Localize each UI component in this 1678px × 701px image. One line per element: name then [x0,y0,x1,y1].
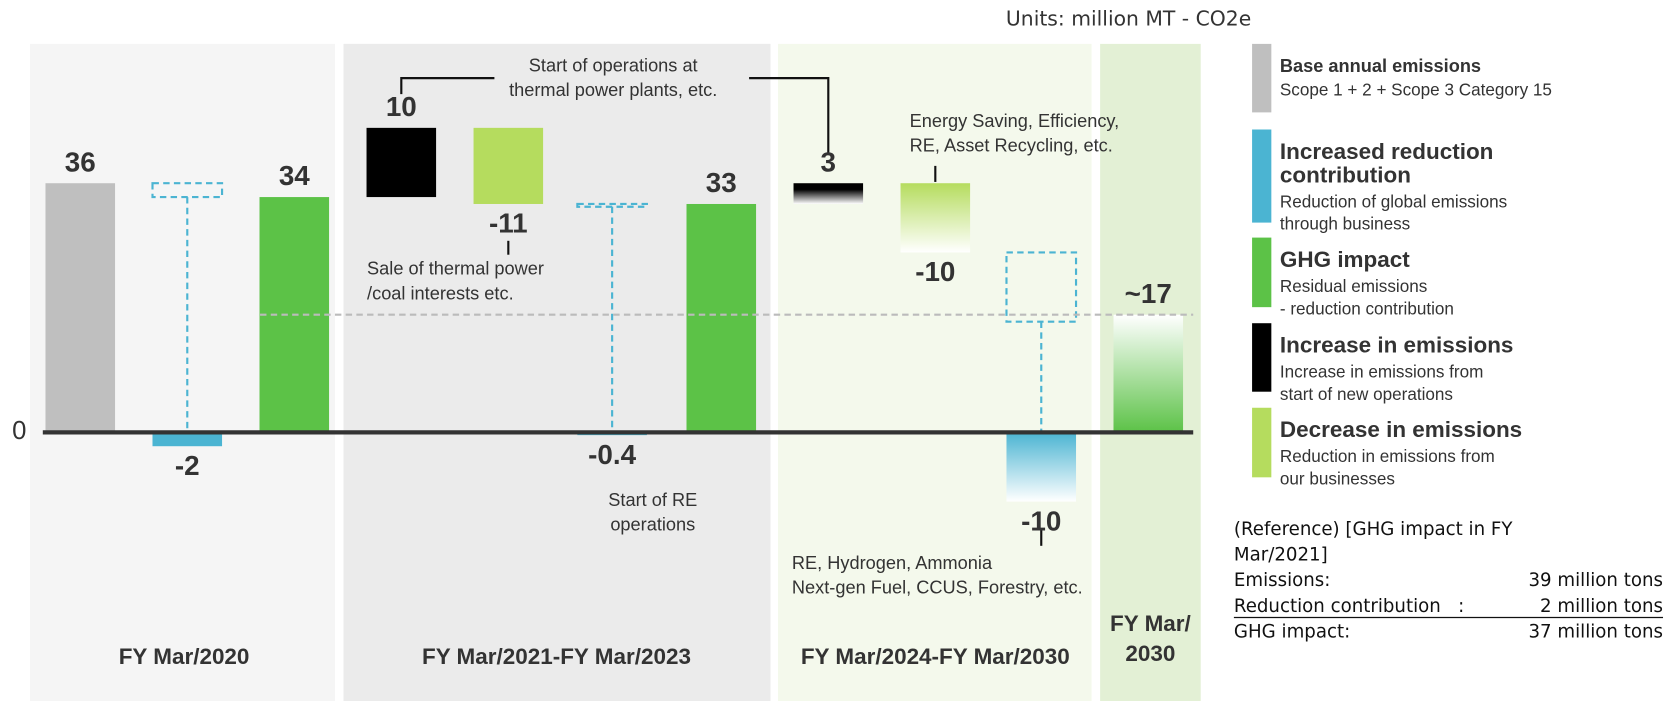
value-label: 3 [821,146,836,177]
legend-swatch [1252,237,1272,308]
legend-swatch [1252,129,1272,223]
legend-swatch [1252,323,1272,392]
legend-description: Residual emissions - reduction contributi… [1280,276,1454,317]
value-label: ~17 [1125,278,1172,309]
legend-name: Decrease in emissions [1280,417,1522,442]
legend-name: Increased reduction contribution [1280,139,1494,188]
legend-description: Reduction of global emissions through bus… [1280,192,1507,233]
value-label: -11 [489,208,528,239]
reference-value: 2 million tons [1540,596,1663,617]
value-label: -10 [915,256,955,287]
legend-name: Increase in emissions [1280,333,1514,358]
bar [366,127,437,198]
bar [1113,314,1184,433]
bar [1006,432,1077,502]
legend-swatch [1252,43,1272,113]
y-tick-label: 0 [12,417,26,445]
category-label: FY Mar/2021-FY Mar/2023 [422,644,691,669]
legend-description: Reduction in emissions from our businesse… [1280,447,1495,488]
value-label: -10 [1021,505,1061,536]
annotation: Sale of thermal power/coal interests etc… [367,259,544,304]
units: Units: million MT - CO2e [1006,6,1251,30]
annotation: Energy Saving, Efficiency, RE, Asset Recy… [910,111,1120,156]
bar [900,183,971,253]
legend-description: Increase in emissions from start of new o… [1280,362,1483,403]
bar [686,203,757,433]
bar [45,183,116,433]
annotation: Start of RE operations [608,490,697,535]
annotation: Start of operations at thermal power plan… [509,55,717,100]
value-label: -2 [175,450,200,481]
value-label: 36 [65,146,96,177]
reference-label: Reduction contribution : [1234,596,1464,617]
legend-swatch [1252,407,1272,478]
reference-value: 37 million tons [1528,622,1663,643]
reference-title: (Reference) [GHG impact in FY Mar/2021] [1234,519,1513,566]
legend-name: Base annual emissions [1280,56,1481,76]
reference-label: GHG impact: [1234,622,1350,643]
bar [152,432,223,447]
connector [749,77,830,156]
reference-value: 39 million tons [1528,570,1663,591]
connector [400,77,495,95]
legend-name: GHG impact [1280,247,1410,272]
value-label: 10 [386,91,417,122]
reference-label: Emissions: [1234,570,1331,591]
bar [473,127,544,204]
category-label: FY Mar/2030 [1110,611,1192,666]
bar [793,183,864,204]
period-panel [778,43,1092,701]
value-label: 34 [279,160,310,191]
value-label: -0.4 [588,439,636,470]
legend-description: Scope 1 + 2 + Scope 3 Category 15 [1280,80,1552,99]
category-label: FY Mar/2024-FY Mar/2030 [801,644,1070,669]
value-label: 33 [706,167,737,198]
category-label: FY Mar/2020 [119,644,250,669]
annotation: RE, Hydrogen, Ammonia Next-gen Fuel, CCUS… [792,553,1083,598]
